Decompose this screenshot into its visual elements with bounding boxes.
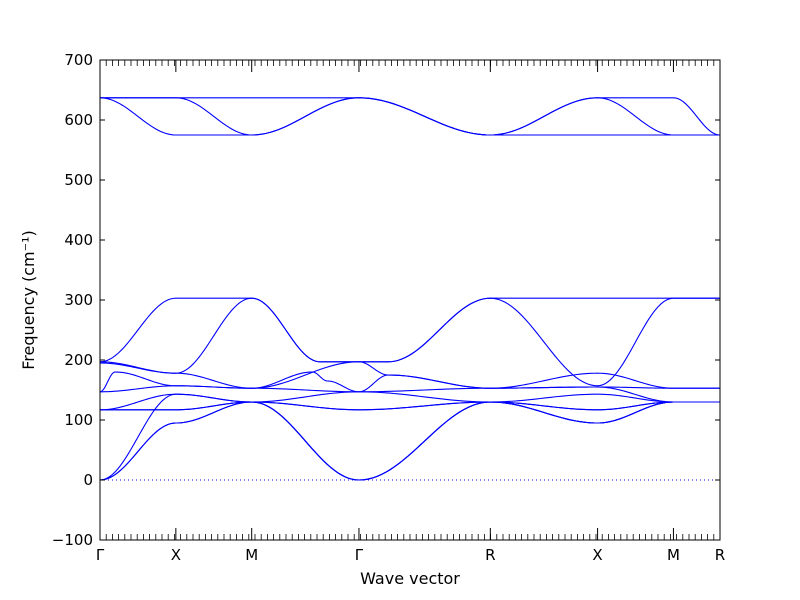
plot-frame	[99, 59, 721, 541]
y-tick-label: 200	[64, 351, 93, 369]
series-line-10	[100, 401, 720, 411]
y-tick-label: 600	[64, 111, 93, 129]
x-tick-label: M	[245, 546, 258, 564]
series-line-4	[99, 297, 720, 374]
y-tick-label: 500	[64, 171, 93, 189]
y-tick-label: 700	[64, 51, 93, 69]
series-layer	[99, 97, 721, 481]
x-tick-label: R	[715, 546, 725, 564]
x-tick-label: X	[592, 546, 602, 564]
series-line-3	[99, 297, 720, 387]
x-tick-label: R	[485, 546, 495, 564]
minor-ticks	[99, 60, 721, 540]
series-line-0	[100, 97, 721, 136]
x-tick-label: M	[667, 546, 680, 564]
y-tick-label: 0	[83, 471, 93, 489]
y-tick-label: 300	[64, 291, 93, 309]
series-line-1	[100, 97, 720, 136]
x-tick-label: X	[171, 546, 181, 564]
series-line-2	[99, 97, 720, 136]
y-tick-label: 400	[64, 231, 93, 249]
x-tick-label: Γ	[355, 546, 364, 564]
y-tick-label: 100	[64, 411, 93, 429]
x-tick-label: Γ	[96, 546, 105, 564]
series-line-6	[99, 361, 720, 393]
y-axis-label: Frequency (cm⁻¹)	[19, 230, 38, 369]
series-line-13	[99, 401, 720, 481]
y-tick-label: −100	[52, 531, 93, 549]
x-axis-label: Wave vector	[360, 569, 460, 588]
series-line-12	[99, 401, 720, 481]
y-axis-ticks: −100 0 100 200 300 400 500 600 700	[52, 51, 720, 549]
series-line-7	[99, 385, 720, 403]
